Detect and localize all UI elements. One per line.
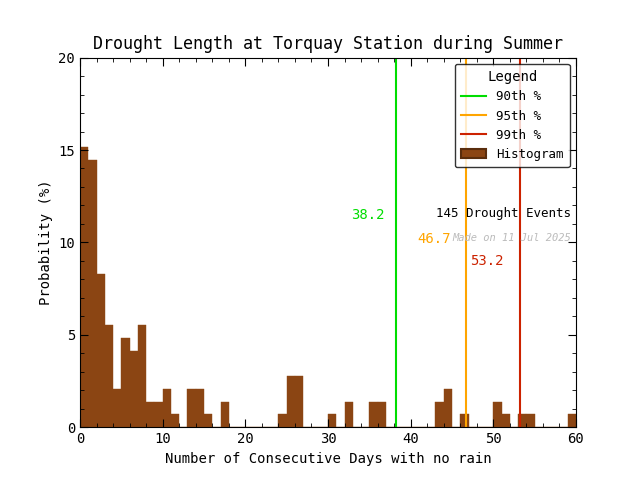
Bar	[113, 389, 122, 427]
Bar	[154, 402, 163, 427]
Bar	[526, 414, 534, 427]
Legend: 90th %, 95th %, 99th %, Histogram: 90th %, 95th %, 99th %, Histogram	[455, 64, 570, 168]
Bar	[460, 414, 468, 427]
Bar	[278, 414, 287, 427]
Text: 53.2: 53.2	[470, 254, 503, 268]
Y-axis label: Probability (%): Probability (%)	[39, 180, 53, 305]
Bar	[88, 160, 97, 427]
Bar	[568, 414, 576, 427]
Bar	[444, 389, 452, 427]
Bar	[287, 376, 295, 427]
Bar	[502, 414, 510, 427]
Bar	[204, 414, 212, 427]
Text: 145 Drought Events: 145 Drought Events	[436, 207, 571, 220]
Text: 46.7: 46.7	[417, 232, 451, 246]
Bar	[138, 325, 146, 427]
Bar	[97, 274, 105, 427]
X-axis label: Number of Consecutive Days with no rain: Number of Consecutive Days with no rain	[164, 452, 492, 466]
Bar	[344, 402, 353, 427]
Bar	[493, 402, 502, 427]
Bar	[188, 389, 196, 427]
Bar	[196, 389, 204, 427]
Bar	[129, 351, 138, 427]
Bar	[122, 338, 129, 427]
Bar	[295, 376, 303, 427]
Bar	[171, 414, 179, 427]
Bar	[378, 402, 386, 427]
Bar	[435, 402, 444, 427]
Bar	[80, 147, 88, 427]
Text: Made on 11 Jul 2025: Made on 11 Jul 2025	[452, 233, 571, 243]
Bar	[105, 325, 113, 427]
Title: Drought Length at Torquay Station during Summer: Drought Length at Torquay Station during…	[93, 35, 563, 53]
Text: 38.2: 38.2	[351, 208, 384, 222]
Bar	[221, 402, 228, 427]
Bar	[369, 402, 378, 427]
Bar	[328, 414, 336, 427]
Bar	[146, 402, 154, 427]
Bar	[163, 389, 171, 427]
Bar	[518, 414, 526, 427]
